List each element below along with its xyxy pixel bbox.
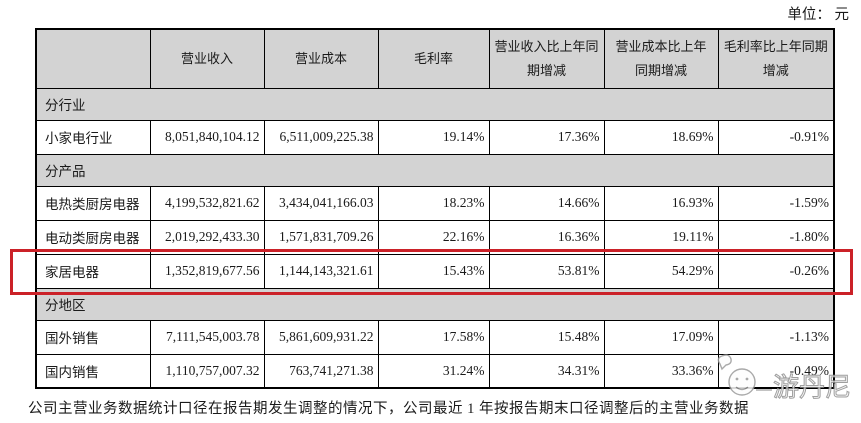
cell-cost-yoy: 54.29%	[603, 253, 719, 289]
cell-gross-margin: 15.43%	[377, 253, 490, 289]
row-label: 电热类厨房电器	[35, 185, 151, 221]
cell-cost: 3,434,041,166.03	[263, 185, 379, 221]
row-label: 小家电行业	[35, 119, 151, 155]
cell-margin-yoy: -1.13%	[717, 319, 835, 355]
cell-margin-yoy: -1.59%	[717, 185, 835, 221]
cell-cost-yoy: 18.69%	[603, 119, 719, 155]
cell-revenue-yoy: 17.36%	[488, 119, 605, 155]
cell-revenue: 4,199,532,821.62	[149, 185, 265, 221]
column-header-revenue: 营业收入	[149, 28, 265, 89]
cell-cost-yoy: 19.11%	[603, 219, 719, 255]
cell-cost: 1,144,143,321.61	[263, 253, 379, 289]
cell-cost: 6,511,009,225.38	[263, 119, 379, 155]
cell-cost: 1,571,831,709.26	[263, 219, 379, 255]
column-header-cost: 营业成本	[263, 28, 379, 89]
cell-gross-margin: 22.16%	[377, 219, 490, 255]
cell-cost: 5,861,609,931.22	[263, 319, 379, 355]
column-header-revenue-yoy: 营业收入比上年同期增减	[488, 28, 605, 89]
section-row-by-product: 分产品	[35, 153, 835, 187]
cell-gross-margin: 19.14%	[377, 119, 490, 155]
section-title: 分产品	[35, 153, 835, 187]
cell-cost-yoy: 33.36%	[603, 353, 719, 389]
main-business-table: 营业收入 营业成本 毛利率 营业收入比上年同期增减 营业成本比上年同期增减 毛利…	[35, 28, 835, 389]
cell-cost-yoy: 17.09%	[603, 319, 719, 355]
cell-revenue: 1,352,819,677.56	[149, 253, 265, 289]
cell-revenue-yoy: 16.36%	[488, 219, 605, 255]
cell-revenue-yoy: 15.48%	[488, 319, 605, 355]
cell-margin-yoy: -0.26%	[717, 253, 835, 289]
cell-revenue-yoy: 53.81%	[488, 253, 605, 289]
footnote-text: 公司主营业务数据统计口径在报告期发生调整的情况下，公司最近 1 年按报告期末口径…	[28, 401, 749, 417]
section-row-by-region: 分地区	[35, 287, 835, 321]
cell-margin-yoy: -0.49%	[717, 353, 835, 389]
cell-revenue: 2,019,292,433.30	[149, 219, 265, 255]
cell-gross-margin: 31.24%	[377, 353, 490, 389]
row-label: 国外销售	[35, 319, 151, 355]
cell-gross-margin: 17.58%	[377, 319, 490, 355]
row-label: 国内销售	[35, 353, 151, 389]
unit-label: 单位： 元	[787, 7, 849, 23]
header-row: 营业收入 营业成本 毛利率 营业收入比上年同期增减 营业成本比上年同期增减 毛利…	[35, 28, 835, 89]
cell-margin-yoy: -0.91%	[717, 119, 835, 155]
column-header-gross-margin: 毛利率	[377, 28, 490, 89]
table-row-electric-motor-kitchen: 电动类厨房电器 2,019,292,433.30 1,571,831,709.2…	[35, 219, 835, 255]
column-header-blank	[35, 28, 151, 89]
column-header-cost-yoy: 营业成本比上年同期增减	[603, 28, 719, 89]
cell-revenue-yoy: 34.31%	[488, 353, 605, 389]
section-row-by-industry: 分行业	[35, 87, 835, 121]
cell-revenue: 8,051,840,104.12	[149, 119, 265, 155]
table-row-small-appliance: 小家电行业 8,051,840,104.12 6,511,009,225.38 …	[35, 119, 835, 155]
column-header-margin-yoy: 毛利率比上年同期增减	[717, 28, 835, 89]
row-label: 家居电器	[35, 253, 151, 289]
cell-revenue: 7,111,545,003.78	[149, 319, 265, 355]
cell-gross-margin: 18.23%	[377, 185, 490, 221]
table-row-household-appliances: 家居电器 1,352,819,677.56 1,144,143,321.61 1…	[35, 253, 835, 289]
table-row-electric-heating-kitchen: 电热类厨房电器 4,199,532,821.62 3,434,041,166.0…	[35, 185, 835, 221]
section-title: 分行业	[35, 87, 835, 121]
table-row-domestic-sales: 国内销售 1,110,757,007.32 763,741,271.38 31.…	[35, 353, 835, 389]
row-label: 电动类厨房电器	[35, 219, 151, 255]
cell-revenue: 1,110,757,007.32	[149, 353, 265, 389]
table-row-overseas-sales: 国外销售 7,111,545,003.78 5,861,609,931.22 1…	[35, 319, 835, 355]
cell-cost: 763,741,271.38	[263, 353, 379, 389]
cell-margin-yoy: -1.80%	[717, 219, 835, 255]
section-title: 分地区	[35, 287, 835, 321]
cell-revenue-yoy: 14.66%	[488, 185, 605, 221]
cell-cost-yoy: 16.93%	[603, 185, 719, 221]
